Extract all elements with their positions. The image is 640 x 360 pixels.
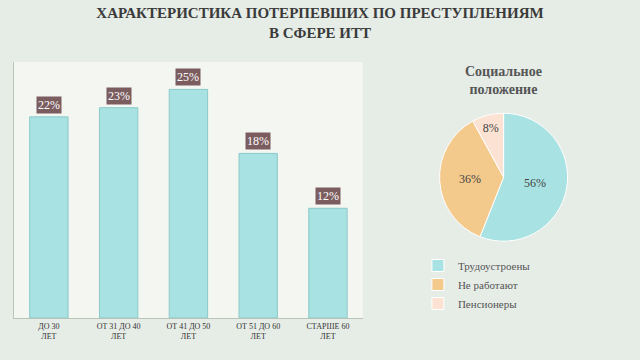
svg-text:ОТ 41 ДО 50ЛЕТ: ОТ 41 ДО 50ЛЕТ (166, 322, 210, 341)
svg-text:ХАРАКТЕРИСТИКА ПОТЕРПЕВШИХ ПО: ХАРАКТЕРИСТИКА ПОТЕРПЕВШИХ ПО ПРЕСТУПЛЕН… (96, 5, 543, 41)
svg-text:8%: 8% (483, 121, 499, 135)
svg-text:Трудоустроены: Трудоустроены (458, 260, 530, 272)
svg-text:Социальноеположение: Социальноеположение (465, 64, 542, 97)
svg-text:ОТ 31 ДО 40ЛЕТ: ОТ 31 ДО 40ЛЕТ (97, 322, 141, 341)
svg-text:18%: 18% (247, 134, 269, 148)
svg-text:Пенсионеры: Пенсионеры (458, 298, 517, 310)
svg-text:ОТ 51 ДО 60ЛЕТ: ОТ 51 ДО 60ЛЕТ (236, 322, 280, 341)
svg-text:СТАРШЕ 60ЛЕТ: СТАРШЕ 60ЛЕТ (306, 322, 349, 341)
svg-text:ДО 30ЛЕТ: ДО 30ЛЕТ (38, 322, 59, 341)
svg-text:36%: 36% (459, 172, 481, 186)
svg-text:23%: 23% (108, 89, 130, 103)
svg-text:25%: 25% (177, 70, 199, 84)
svg-text:Не работают: Не работают (458, 279, 518, 291)
svg-text:12%: 12% (317, 189, 339, 203)
svg-text:22%: 22% (38, 98, 60, 112)
svg-text:56%: 56% (524, 176, 546, 190)
